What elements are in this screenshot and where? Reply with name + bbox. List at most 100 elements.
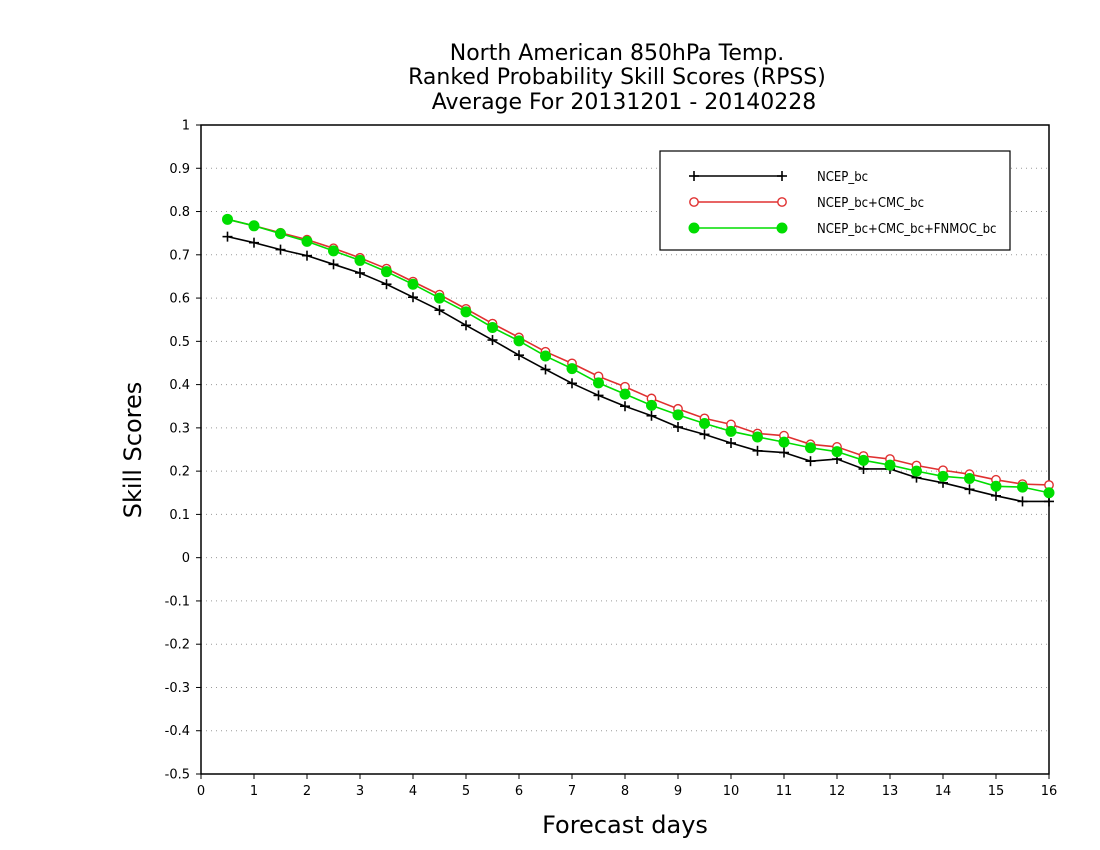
y-tick-label: 0.2 <box>169 465 190 480</box>
data-point <box>275 244 286 255</box>
data-point <box>752 445 763 456</box>
data-point <box>779 447 789 458</box>
data-point <box>514 350 524 361</box>
y-axis-label: Skill Scores <box>119 382 147 519</box>
y-tick-label: -0.3 <box>165 681 190 696</box>
data-point <box>1043 487 1055 499</box>
x-tick-label: 9 <box>674 784 682 799</box>
legend-entry: NCEP_bc+CMC_bc+FNMOC_bc <box>688 222 996 237</box>
data-point <box>991 490 1001 501</box>
series-line <box>227 218 1050 486</box>
data-point <box>434 292 445 304</box>
data-point <box>248 220 260 232</box>
data-point <box>1017 481 1028 493</box>
y-tick-label: 0.3 <box>169 421 190 436</box>
x-tick-label: 0 <box>197 784 205 799</box>
title-line-1: North American 850hPa Temp. <box>450 41 785 66</box>
data-point <box>725 425 737 437</box>
x-tick-label: 10 <box>723 784 740 799</box>
data-point <box>831 446 843 458</box>
data-point <box>487 335 498 346</box>
data-point <box>646 399 657 411</box>
data-point <box>964 472 975 484</box>
data-point <box>672 409 684 421</box>
data-point <box>381 279 392 290</box>
data-point <box>699 418 710 430</box>
plot-frame <box>200 124 1050 775</box>
legend: NCEP_bc NCEP_bc+CMC_bc NCEP_bc+CMC_bc+FNMO… <box>659 150 1011 251</box>
data-point <box>777 197 787 207</box>
x-tick-label: 12 <box>829 784 846 799</box>
data-point <box>593 377 604 389</box>
series-line <box>227 235 1049 503</box>
x-tick-label: 15 <box>988 784 1005 799</box>
data-point <box>777 171 787 181</box>
data-point <box>222 231 233 242</box>
data-point <box>301 235 313 247</box>
y-tick-label: -0.4 <box>165 724 190 739</box>
data-point <box>249 237 259 248</box>
x-tick-label: 6 <box>515 784 523 799</box>
title-line-3: Average For 20131201 - 20140228 <box>432 90 817 115</box>
data-point <box>566 363 578 375</box>
data-point <box>699 429 710 440</box>
data-point <box>460 306 472 318</box>
y-tick-label: -0.5 <box>165 768 190 783</box>
data-point <box>752 431 763 443</box>
y-tick-label: 1 <box>182 119 190 134</box>
data-point <box>884 459 896 471</box>
data-point <box>540 350 551 362</box>
data-point <box>328 259 339 270</box>
data-point <box>805 442 816 454</box>
y-tick-label: 0.7 <box>169 248 190 263</box>
data-point <box>567 378 577 389</box>
data-point <box>540 364 551 375</box>
legend-label: NCEP_bc <box>817 170 868 185</box>
data-point <box>778 436 790 448</box>
x-tick-label: 1 <box>250 784 258 799</box>
series-2 <box>222 213 1055 499</box>
data-point <box>355 267 365 278</box>
x-tick-label: 11 <box>776 784 793 799</box>
data-point <box>726 438 736 449</box>
data-point <box>619 388 631 400</box>
data-point <box>620 401 630 412</box>
data-point <box>222 213 233 225</box>
data-point <box>434 305 445 316</box>
x-axis-label: Forecast days <box>542 811 708 839</box>
title-line-2: Ranked Probability Skill Scores (RPSS) <box>408 65 826 90</box>
y-tick-label: 0 <box>182 551 190 566</box>
data-point <box>858 454 869 466</box>
x-tick-label: 2 <box>303 784 311 799</box>
data-point <box>408 292 418 303</box>
y-tick-label: 0.8 <box>169 205 190 220</box>
y-tick-label: 0.5 <box>169 335 190 350</box>
legend-box <box>659 150 1011 251</box>
data-point <box>688 222 700 234</box>
grid-lines <box>201 167 1049 732</box>
data-point <box>990 480 1002 492</box>
data-point <box>805 456 816 467</box>
y-tick-label: 0.9 <box>169 162 190 177</box>
data-point <box>354 254 366 266</box>
data-point <box>646 410 657 421</box>
data-point <box>275 228 286 240</box>
axes: -0.5 -0.4 -0.3 -0.2 -0.1 0 0.1 0.2 0.3 0.4 0.5 0.6 0… <box>165 119 1058 800</box>
data-point <box>673 422 683 433</box>
x-tick-label: 13 <box>882 784 899 799</box>
x-tick-label: 5 <box>462 784 470 799</box>
legend-entry: NCEP_bc+CMC_bc <box>689 196 924 211</box>
legend-label: NCEP_bc+CMC_bc <box>817 196 924 211</box>
x-tick-label: 8 <box>621 784 629 799</box>
data-point <box>689 197 699 207</box>
data-point <box>407 278 419 290</box>
data-point <box>513 335 525 347</box>
data-point <box>937 470 949 482</box>
x-tick-label: 14 <box>935 784 952 799</box>
chart-title: North American 850hPa Temp. Ranked Proba… <box>408 41 826 115</box>
y-tick-label: -0.2 <box>165 638 190 653</box>
data-point <box>593 390 604 401</box>
data-point <box>381 266 392 278</box>
x-tick-label: 4 <box>409 784 417 799</box>
